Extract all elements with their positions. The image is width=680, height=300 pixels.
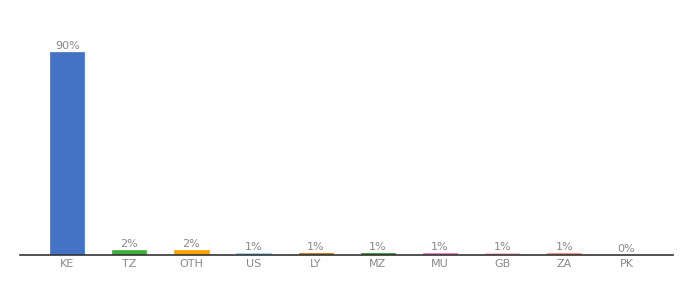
Bar — [361, 253, 395, 255]
Text: 1%: 1% — [307, 242, 324, 252]
Text: 90%: 90% — [55, 41, 80, 51]
Bar — [174, 250, 209, 255]
Bar — [50, 52, 84, 255]
Text: 2%: 2% — [182, 239, 201, 249]
Bar — [423, 253, 457, 255]
Text: 1%: 1% — [431, 242, 449, 252]
Bar — [112, 250, 146, 255]
Bar — [299, 253, 333, 255]
Text: 1%: 1% — [556, 242, 573, 252]
Bar — [237, 253, 271, 255]
Text: 1%: 1% — [494, 242, 511, 252]
Bar — [547, 253, 581, 255]
Text: 1%: 1% — [369, 242, 387, 252]
Bar — [485, 253, 520, 255]
Text: 1%: 1% — [245, 242, 262, 252]
Text: 0%: 0% — [617, 244, 635, 254]
Text: 2%: 2% — [120, 239, 138, 249]
